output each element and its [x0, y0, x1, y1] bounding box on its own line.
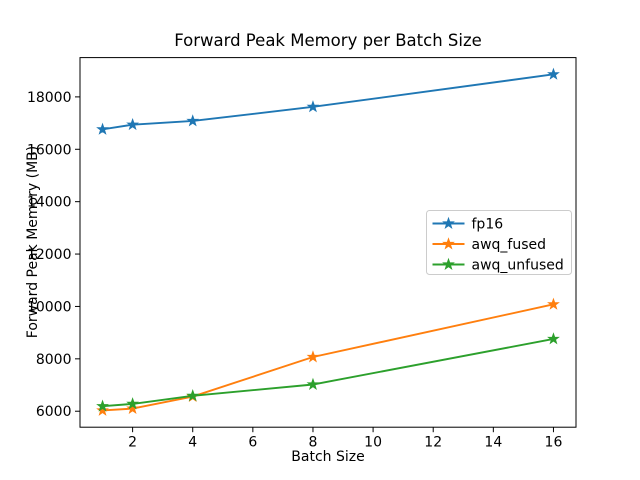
series-marker-fp16 [306, 100, 320, 113]
legend-label-awq_unfused: awq_unfused [472, 258, 564, 274]
axis-ticks: 6000 8000 10000 12000 14000 16000 18000 2 4 6 8 10 1… [27, 90, 562, 451]
chart-title: Forward Peak Memory per Batch Size [174, 31, 482, 50]
y-tick-label: 14000 [27, 195, 72, 211]
series-marker-awq_unfused [547, 332, 560, 345]
legend-marker-fp16 [442, 216, 455, 229]
y-tick-label: 18000 [27, 90, 72, 106]
plot-spines [79, 57, 577, 428]
legend-box [426, 210, 572, 275]
plot-frame [79, 57, 577, 428]
y-tick-label: 6000 [36, 404, 72, 420]
series-marker-fp16 [547, 67, 560, 80]
plot-series [96, 67, 560, 416]
y-tick-label: 16000 [27, 142, 72, 158]
series-marker-awq_fused [306, 350, 320, 363]
series-marker-awq_unfused [306, 377, 320, 390]
series-line-fp16 [101, 73, 555, 131]
series-marker-awq_unfused [186, 389, 200, 402]
legend-marker-awq_fused [442, 237, 455, 250]
series-marker-fp16 [96, 122, 109, 135]
legend-marker-awq_unfused [442, 257, 455, 270]
x-tick-label: 16 [545, 435, 563, 451]
x-tick-label: 2 [128, 435, 137, 451]
series-marker-awq_fused [96, 403, 109, 416]
series-marker-awq_unfused [96, 399, 109, 412]
series-marker-awq_fused [126, 401, 140, 415]
series-marker-fp16 [186, 114, 200, 127]
y-tick-label: 12000 [27, 247, 72, 263]
x-tick-label: 4 [188, 435, 197, 451]
x-tick-label: 14 [484, 435, 502, 451]
y-tick-label: 10000 [27, 299, 72, 315]
series-marker-awq_unfused [126, 397, 139, 410]
series-marker-awq_fused [547, 297, 560, 310]
x-axis-label: Batch Size [291, 449, 364, 465]
x-tick-label: 6 [248, 435, 257, 451]
y-axis-label: Forward Peak Memory (MB) [25, 146, 41, 338]
legend-label-fp16: fp16 [472, 217, 504, 233]
series-marker-fp16 [126, 117, 139, 131]
x-tick-label: 12 [424, 435, 442, 451]
x-tick-label: 8 [309, 435, 318, 451]
series-line-awq_fused [101, 303, 555, 412]
x-tick-label: 10 [364, 435, 382, 451]
series-line-awq_unfused [101, 337, 555, 408]
legend-label-awq_fused: awq_fused [472, 237, 547, 253]
legend: fp16 awq_fused awq_unfused [426, 210, 572, 275]
y-tick-label: 8000 [36, 352, 72, 368]
